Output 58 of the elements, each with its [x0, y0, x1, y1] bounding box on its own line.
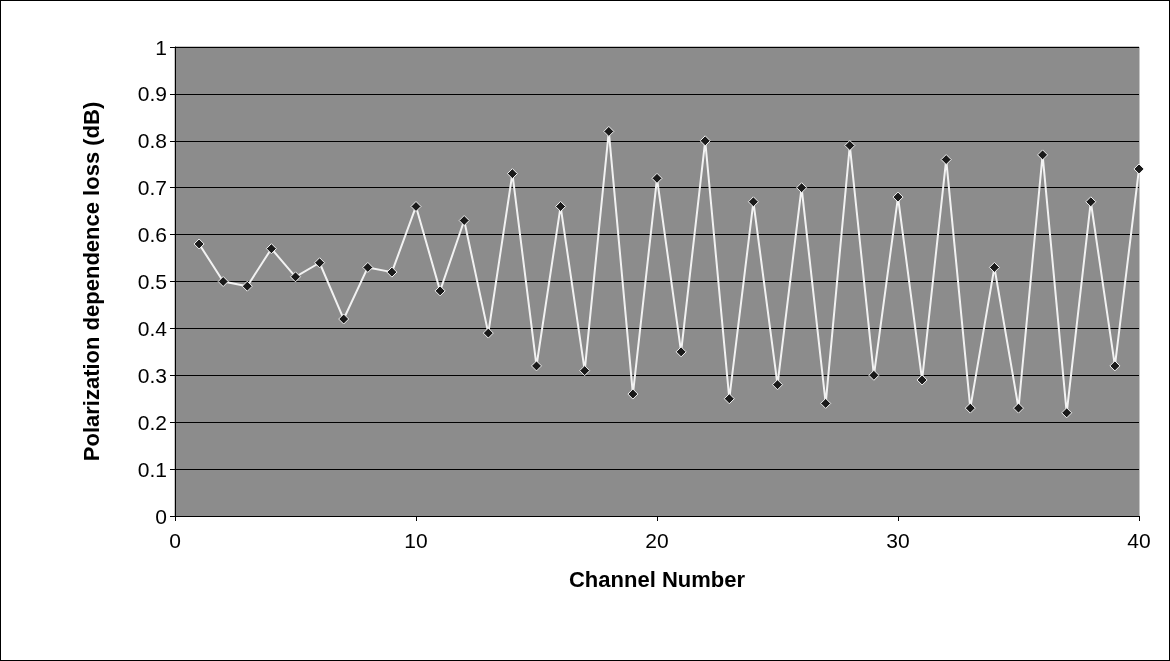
point — [892, 191, 904, 203]
point — [699, 135, 711, 147]
point — [338, 313, 350, 325]
point — [1109, 360, 1121, 372]
point — [964, 402, 976, 414]
point — [362, 261, 374, 273]
point — [1061, 407, 1073, 419]
point — [241, 280, 253, 292]
point — [772, 379, 783, 391]
point — [988, 261, 1000, 273]
x-tick-label: 0 — [169, 529, 181, 552]
point — [290, 271, 301, 283]
y-tick-label: 0.8 — [137, 129, 167, 153]
point — [458, 215, 470, 227]
x-tick-label: 40 — [1127, 529, 1151, 552]
y-tick-label: 0.2 — [137, 410, 167, 434]
point — [1037, 149, 1049, 161]
x-axis-title: Channel Number — [568, 566, 746, 592]
y-tick-label: 0 — [155, 504, 167, 528]
point — [217, 276, 229, 287]
point — [386, 266, 398, 278]
point — [675, 346, 687, 358]
y-axis-title: Polarization dependence loss (dB) — [78, 101, 104, 462]
point — [531, 360, 542, 372]
y-tick-label: 0.3 — [137, 363, 167, 387]
y-tick-label: 0.1 — [137, 457, 167, 481]
point — [506, 168, 518, 180]
x-tick-label: 10 — [404, 529, 428, 552]
point — [868, 369, 880, 381]
y-tick-label: 0.4 — [137, 316, 168, 340]
point — [723, 393, 735, 405]
point — [555, 200, 567, 212]
y-tick-label: 0.7 — [137, 176, 167, 200]
x-tick-label: 20 — [645, 529, 669, 552]
point — [265, 243, 277, 255]
point — [579, 365, 591, 377]
point — [1013, 402, 1024, 414]
y-tick-label: 0.9 — [137, 82, 167, 106]
point — [482, 327, 494, 339]
point — [627, 388, 639, 400]
point — [651, 172, 663, 184]
point — [747, 196, 759, 208]
point — [314, 257, 326, 269]
point — [193, 238, 205, 250]
point — [796, 182, 808, 194]
point — [434, 285, 446, 297]
point — [916, 374, 928, 386]
point — [844, 139, 856, 151]
y-tick-label: 1 — [155, 35, 167, 59]
y-tick-label: 0.5 — [137, 270, 167, 293]
point — [940, 154, 952, 166]
point — [1085, 196, 1097, 208]
point — [1133, 163, 1145, 175]
y-tick-label: 0.6 — [137, 223, 167, 247]
point — [603, 125, 615, 137]
x-tick-label: 30 — [886, 529, 910, 552]
point — [410, 200, 422, 212]
point — [820, 397, 832, 409]
